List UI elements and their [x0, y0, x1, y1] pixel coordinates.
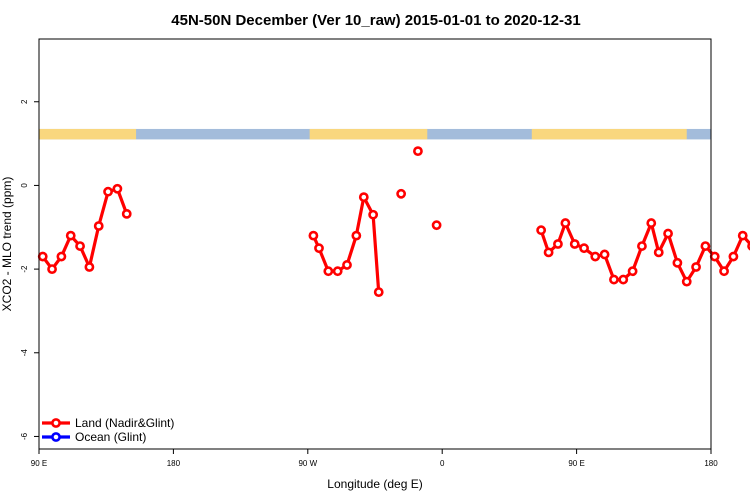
data-point — [560, 218, 571, 228]
y-tick-label: -4 — [20, 349, 29, 357]
x-tick-label: 90 E — [568, 459, 584, 468]
data-point — [121, 208, 132, 219]
legend-marker — [51, 432, 61, 442]
y-axis: 2 0 -2 -4 -6 — [20, 99, 39, 440]
series-line — [311, 195, 381, 293]
data-point — [373, 287, 384, 298]
y-tick-label: 0 — [20, 183, 29, 188]
legend-marker — [51, 418, 61, 428]
series-line — [539, 221, 750, 284]
x-tick-label: 180 — [704, 459, 718, 468]
data-point — [627, 266, 638, 277]
data-point — [56, 251, 67, 262]
data-point — [308, 230, 319, 241]
data-point — [75, 241, 85, 251]
data-point — [737, 230, 748, 241]
data-point — [728, 251, 739, 262]
legend-label: Land (Nadir&Glint) — [75, 416, 174, 430]
data-point — [599, 249, 610, 260]
data-point — [672, 257, 683, 268]
data-point — [553, 239, 563, 249]
y-tick-label: 2 — [20, 99, 29, 104]
data-point — [413, 146, 423, 157]
series-line — [41, 187, 129, 271]
data-point — [342, 260, 352, 270]
data-point — [653, 247, 664, 258]
data-point — [681, 276, 692, 287]
plot-frame — [38, 38, 712, 450]
data-point — [691, 262, 701, 272]
x-tick-label: 0 — [440, 459, 445, 468]
data-point — [332, 266, 343, 277]
data-point — [112, 183, 123, 194]
data-point — [103, 186, 113, 197]
data-point — [709, 251, 720, 262]
data-point — [663, 228, 673, 239]
x-tick-label: 180 — [167, 459, 181, 468]
series-layer — [37, 146, 750, 298]
x-axis-label: Longitude (deg E) — [327, 477, 422, 491]
data-point — [47, 264, 57, 275]
y-axis-label: XCO2 - MLO trend (ppm) — [0, 177, 14, 312]
data-point — [396, 188, 407, 199]
land-ocean-strip — [39, 128, 711, 140]
data-point — [84, 262, 95, 272]
data-point — [618, 274, 629, 285]
data-point — [358, 192, 369, 203]
land-strip-segment — [39, 128, 137, 140]
data-point — [590, 251, 601, 262]
y-tick-label: -2 — [20, 265, 29, 273]
data-point — [646, 218, 657, 228]
land-strip-segment — [309, 128, 428, 140]
land-strip-segment — [531, 128, 687, 140]
data-point — [536, 225, 547, 236]
legend-label: Ocean (Glint) — [75, 430, 146, 444]
data-point — [637, 241, 647, 251]
x-tick-label: 90 W — [298, 459, 317, 468]
data-point — [351, 230, 362, 241]
data-point — [579, 243, 589, 254]
legend: Land (Nadir&Glint)Ocean (Glint) — [42, 416, 174, 444]
y-tick-label: -6 — [20, 432, 29, 440]
data-point — [368, 209, 379, 220]
data-point — [431, 220, 442, 231]
data-point — [700, 241, 711, 251]
data-point — [65, 230, 76, 241]
data-point — [37, 251, 48, 262]
data-point — [609, 274, 619, 285]
data-point — [314, 243, 324, 254]
data-point — [323, 266, 334, 277]
data-point — [719, 266, 729, 277]
x-tick-label: 90 E — [31, 459, 47, 468]
data-point — [93, 221, 104, 231]
data-point — [569, 239, 580, 249]
data-point — [543, 247, 554, 258]
x-axis: 90 E 180 90 W 0 90 E 180 — [31, 449, 718, 468]
chart-title: 45N-50N December (Ver 10_raw) 2015-01-01… — [171, 12, 580, 29]
